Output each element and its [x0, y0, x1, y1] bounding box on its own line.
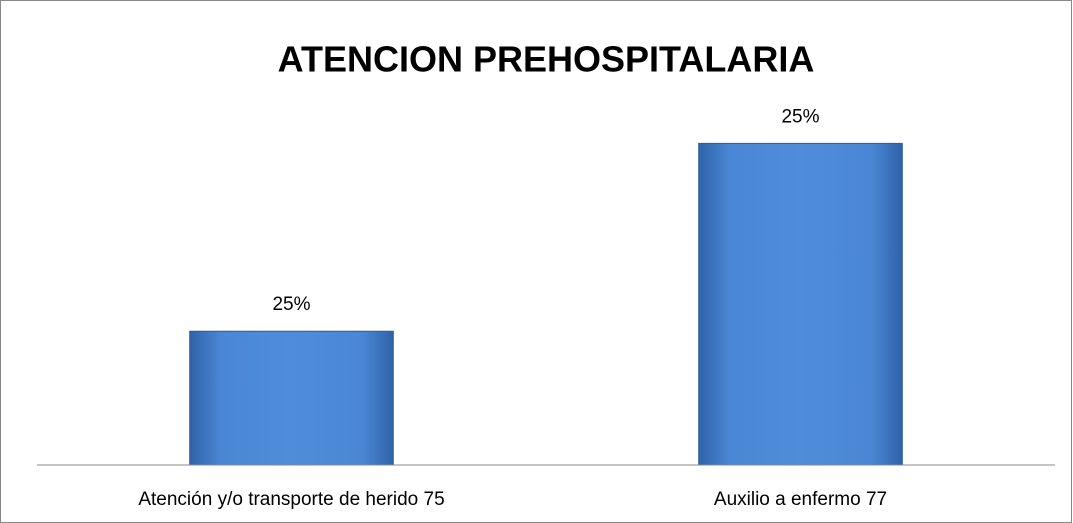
bar — [698, 142, 903, 466]
data-label: 25% — [781, 106, 819, 127]
x-tick-label: Atención y/o transporte de herido 75 — [138, 489, 444, 510]
data-label: 25% — [272, 294, 310, 315]
chart-title: ATENCION PREHOSPITALARIA — [278, 39, 815, 80]
bar — [189, 330, 394, 466]
x-tick-label: Auxilio a enfermo 77 — [714, 489, 887, 510]
